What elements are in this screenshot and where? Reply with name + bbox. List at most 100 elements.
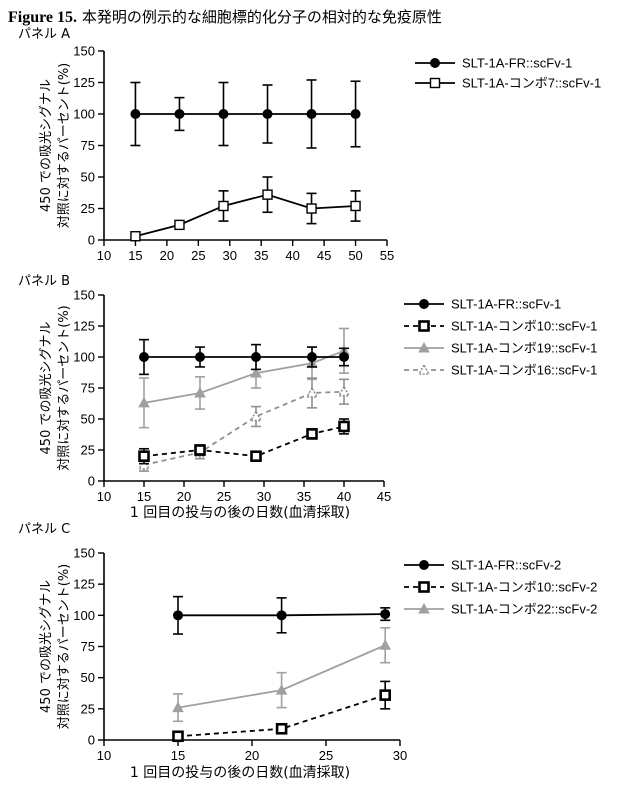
series-1: [139, 340, 349, 375]
y-axis-label: 450 での吸光シグナル: [39, 580, 54, 713]
panel-label: パネル B: [18, 274, 70, 289]
y-axis-label: 対照に対するパーセント(%): [57, 63, 72, 229]
legend-entry: SLT-1A-FR::scFv-2: [451, 558, 561, 573]
y-tick-label: 50: [81, 412, 95, 427]
y-tick-label: 150: [73, 546, 95, 561]
data-point: [131, 232, 140, 241]
series-3: [173, 628, 390, 722]
y-tick-label: 125: [73, 577, 95, 592]
y-tick-label: 100: [73, 350, 95, 365]
x-tick-label: 20: [160, 248, 174, 263]
x-tick-label: 40: [337, 489, 351, 504]
data-point: [277, 611, 286, 620]
data-point: [381, 610, 390, 619]
x-tick-label: 10: [97, 748, 111, 763]
legend-marker: [420, 583, 429, 592]
data-point: [277, 724, 286, 733]
x-tick-label: 25: [191, 248, 205, 263]
data-point: [174, 732, 183, 741]
x-tick-label: 15: [171, 748, 185, 763]
legend-marker: [431, 59, 440, 68]
data-point: [252, 452, 261, 461]
series-1: [173, 597, 390, 634]
data-point: [219, 201, 228, 210]
x-tick-label: 30: [257, 489, 271, 504]
legend-entry: SLT-1A-FR::scFv-1: [462, 56, 572, 71]
legend-entry: SLT-1A-コンボ16::scFv-1: [451, 363, 597, 378]
x-tick-label: 35: [297, 489, 311, 504]
data-point: [351, 110, 360, 119]
data-point: [175, 220, 184, 229]
y-tick-label: 125: [73, 75, 95, 90]
data-point: [140, 452, 149, 461]
x-tick-label: 15: [137, 489, 151, 504]
x-axis-label: 1 回目の投与の後の日数(血清採取): [130, 505, 350, 521]
y-axis-label: 450 での吸光シグナル: [39, 79, 54, 212]
data-point: [308, 429, 317, 438]
data-point: [263, 190, 272, 199]
legend-entry: SLT-1A-コンボ19::scFv-1: [451, 341, 597, 356]
data-point: [307, 388, 317, 397]
x-tick-label: 10: [97, 248, 111, 263]
y-axis-label: 450 での吸光シグナル: [39, 322, 54, 455]
y-tick-label: 150: [73, 44, 95, 59]
data-point: [340, 422, 349, 431]
legend-entry: SLT-1A-コンボ10::scFv-2: [451, 580, 597, 595]
data-point: [140, 353, 149, 362]
y-axis-label: 対照に対するパーセント(%): [57, 564, 72, 730]
y-tick-label: 100: [73, 608, 95, 623]
x-tick-label: 35: [254, 248, 268, 263]
y-tick-label: 125: [73, 319, 95, 334]
legend-entry: SLT-1A-コンボ22::scFv-2: [451, 602, 597, 617]
legend: SLT-1A-FR::scFv-1SLT-1A-コンボ7::scFv-1: [415, 56, 601, 91]
legend-marker: [431, 79, 440, 88]
chart-panel-2: パネル B02550751001251501015202530354045450…: [18, 274, 597, 521]
y-tick-label: 75: [81, 138, 95, 153]
legend-marker: [420, 300, 429, 309]
data-point: [175, 110, 184, 119]
series-1: [130, 80, 360, 148]
chart-panel-3: パネル C02550751001251501015202530450 での吸光シ…: [18, 522, 597, 781]
x-tick-label: 40: [285, 248, 299, 263]
y-tick-label: 0: [88, 733, 95, 748]
y-tick-label: 0: [88, 474, 95, 489]
legend-entry: SLT-1A-コンボ7::scFv-1: [462, 76, 601, 91]
data-point: [252, 353, 261, 362]
series-4: [139, 378, 349, 471]
legend-marker: [420, 322, 429, 331]
y-axis-label: 対照に対するパーセント(%): [57, 305, 72, 471]
y-tick-label: 25: [81, 201, 95, 216]
data-point: [307, 110, 316, 119]
series-3: [139, 328, 349, 427]
series-2: [130, 177, 360, 241]
x-tick-label: 15: [128, 248, 142, 263]
x-tick-label: 20: [245, 748, 259, 763]
legend-entry: SLT-1A-コンボ10::scFv-1: [451, 319, 597, 334]
data-point: [308, 353, 317, 362]
x-axis-label: 1 回目の投与の後の日数(血清採取): [130, 765, 350, 781]
y-tick-label: 50: [81, 670, 95, 685]
y-tick-label: 100: [73, 107, 95, 122]
y-tick-label: 75: [81, 639, 95, 654]
legend: SLT-1A-FR::scFv-1SLT-1A-コンボ10::scFv-1SLT…: [404, 297, 597, 378]
x-tick-label: 25: [319, 748, 333, 763]
data-point: [263, 110, 272, 119]
panel-label: パネル C: [18, 522, 70, 537]
x-tick-label: 10: [97, 489, 111, 504]
x-tick-label: 45: [377, 489, 391, 504]
data-point: [196, 446, 205, 455]
y-tick-label: 75: [81, 381, 95, 396]
legend: SLT-1A-FR::scFv-2SLT-1A-コンボ10::scFv-2SLT…: [404, 558, 597, 617]
panel-label: パネル A: [18, 27, 70, 42]
chart-panel-1: パネル A02550751001251501015202530354045505…: [18, 27, 601, 263]
series-line: [135, 195, 355, 237]
data-point: [380, 640, 390, 649]
data-point: [340, 353, 349, 362]
data-point: [381, 691, 390, 700]
x-tick-label: 20: [177, 489, 191, 504]
legend-entry: SLT-1A-FR::scFv-1: [451, 297, 561, 312]
data-point: [307, 204, 316, 213]
data-point: [339, 387, 349, 396]
legend-marker: [420, 561, 429, 570]
